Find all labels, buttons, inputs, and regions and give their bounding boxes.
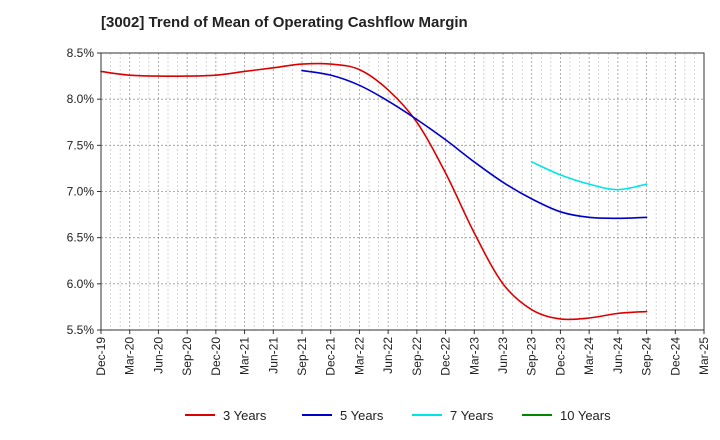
x-tick-label: Sep-21 [295,337,309,376]
x-tick-label: Mar-25 [697,337,711,375]
x-tick-label: Jun-24 [611,337,625,374]
series-line-7-years [530,161,648,191]
series-lines [100,62,648,321]
x-tick-label: Jun-21 [266,337,280,374]
x-tick-label: Dec-23 [553,337,567,376]
y-tick-label: 6.0% [67,277,95,291]
chart-title: [3002] Trend of Mean of Operating Cashfl… [101,14,468,31]
series-line-3-years [100,62,648,321]
x-tick-label: Jun-20 [151,337,165,374]
legend-label-3-years: 3 Years [223,408,267,423]
x-tick-label: Mar-23 [467,337,481,375]
x-tick-label: Mar-21 [238,337,252,375]
x-tick-label: Sep-24 [640,337,654,376]
x-tick-label: Jun-23 [496,337,510,374]
x-tick-label: Sep-23 [525,337,539,376]
y-axis: 8.5% 8.0% 7.5% 7.0% 6.5% 6.0% 5.5% [67,46,101,337]
y-tick-label: 7.5% [67,138,95,152]
y-tick-label: 6.5% [67,231,95,245]
x-tick-label: Dec-22 [439,337,453,376]
y-tick-label: 8.0% [67,92,95,106]
x-tick-label: Dec-24 [668,337,682,376]
x-tick-label: Dec-19 [94,337,108,376]
y-tick-label: 5.5% [67,323,95,337]
series-line-5-years [301,69,648,220]
y-tick-label: 8.5% [67,46,95,60]
x-tick-label: Mar-24 [582,337,596,375]
x-tick-label: Sep-20 [180,337,194,376]
x-axis: Dec-19 Mar-20 Jun-20 Sep-20 Dec-20 Mar-21 Jun-… [94,330,711,376]
x-tick-label: Mar-22 [352,337,366,375]
x-tick-label: Jun-22 [381,337,395,374]
y-tick-label: 7.0% [67,185,95,199]
grid-lines [101,53,704,330]
x-tick-label: Mar-20 [123,337,137,375]
x-tick-label: Dec-21 [324,337,338,376]
x-tick-label: Dec-20 [209,337,223,376]
x-tick-label: Sep-22 [410,337,424,376]
legend: 3 Years 5 Years 7 Years 10 Years [185,408,611,423]
legend-label-10-years: 10 Years [560,408,611,423]
legend-label-7-years: 7 Years [450,408,494,423]
legend-label-5-years: 5 Years [340,408,384,423]
